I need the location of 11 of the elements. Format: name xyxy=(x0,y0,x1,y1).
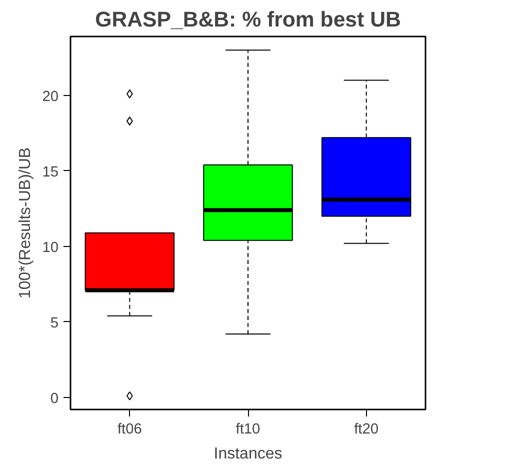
x-tick-label: ft06 xyxy=(117,422,142,438)
y-tick-label: 20 xyxy=(42,88,59,105)
x-tick-label: ft20 xyxy=(354,422,379,438)
chart-title: GRASP_B&B: % from best UB xyxy=(95,8,401,32)
y-tick-label: 10 xyxy=(42,240,59,256)
y-tick-label: 5 xyxy=(50,315,59,332)
y-tick-label: 0 xyxy=(50,390,59,407)
y-axis-title: 100*(Results-UB)/UB xyxy=(17,147,34,299)
x-tick-label: ft10 xyxy=(236,422,260,438)
x-axis-title: Instances xyxy=(214,446,282,462)
y-tick-label: 15 xyxy=(42,164,59,180)
